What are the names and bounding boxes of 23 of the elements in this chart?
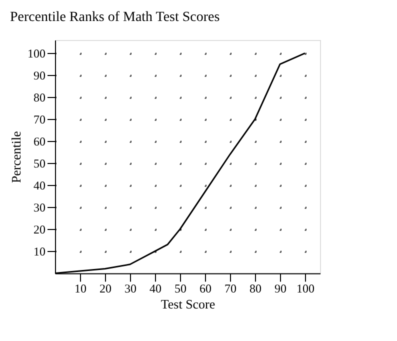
x-tick-label: 50	[174, 282, 186, 296]
y-tick-label: 100	[28, 46, 46, 61]
x-tick-label: 90	[274, 282, 286, 296]
x-tick-label: 20	[100, 282, 112, 296]
y-axis-title: Percentile	[8, 130, 24, 184]
x-tick-label: 80	[250, 282, 262, 296]
x-tick-label: 60	[200, 282, 212, 296]
y-tick-label: 20	[34, 222, 46, 237]
y-tick-label: 70	[34, 112, 46, 127]
y-tick-label: 60	[34, 134, 46, 149]
x-tick-label: 10	[74, 282, 87, 296]
x-axis-title: Test Score	[160, 296, 216, 312]
y-tick-label: 90	[34, 68, 46, 83]
x-tick-label: 70	[224, 282, 236, 296]
x-tick-label: 100	[296, 282, 314, 296]
x-tick-label: 40	[150, 282, 162, 296]
y-tick-label: 30	[34, 200, 46, 215]
y-tick-label: 10	[34, 244, 46, 259]
y-tick-label: 80	[34, 90, 46, 105]
y-tick-label: 50	[34, 156, 46, 171]
x-tick-label: 30	[124, 282, 136, 296]
y-tick-label: 40	[34, 178, 46, 193]
chart-title: Percentile Ranks of Math Test Scores	[10, 10, 220, 25]
